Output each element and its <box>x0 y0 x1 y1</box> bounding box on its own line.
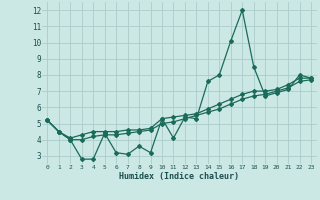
X-axis label: Humidex (Indice chaleur): Humidex (Indice chaleur) <box>119 172 239 181</box>
